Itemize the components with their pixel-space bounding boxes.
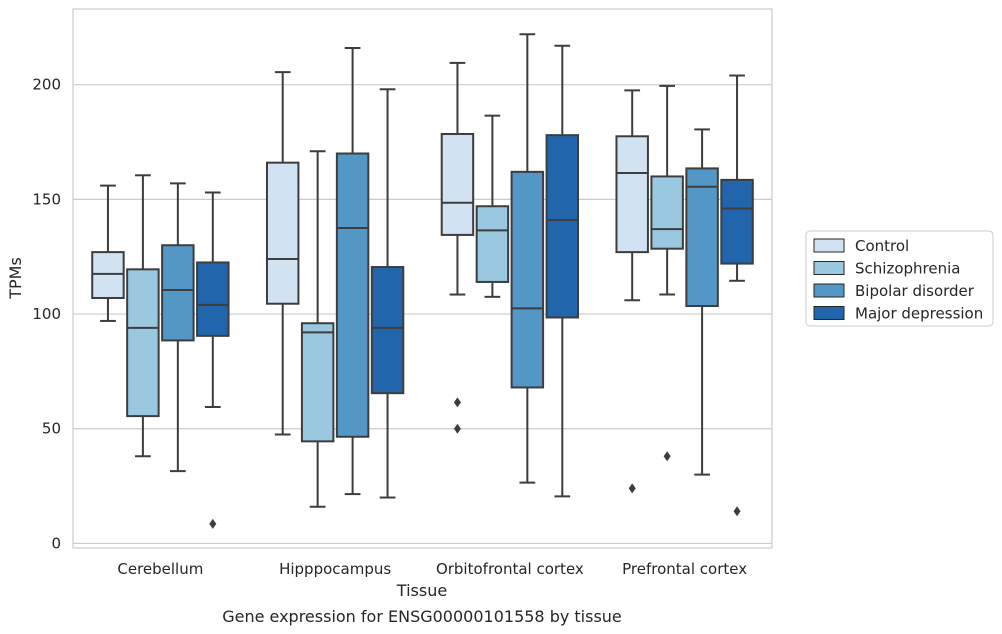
outlier-point [663, 451, 671, 462]
iqr-box [475, 205, 510, 283]
box-schizophrenia [126, 174, 160, 458]
iqr-box [510, 170, 545, 389]
iqr-box [335, 152, 370, 438]
box-control [91, 184, 125, 322]
y-tick-labels: 0 50 100 150 200 [32, 76, 61, 553]
legend-item: Major depression [813, 305, 983, 323]
legend-label: Bipolar disorder [855, 282, 975, 300]
box-bipolar-disorder [335, 46, 370, 496]
legend-swatch [813, 306, 845, 320]
legend-label: Major depression [855, 305, 983, 323]
x-tick-label: Orbitofrontal cortex [436, 560, 584, 578]
y-tick-label: 50 [42, 420, 61, 438]
box-control [265, 71, 300, 436]
x-tick-labels: Cerebellum Hipppocampus Orbitofrontal cort… [117, 560, 747, 578]
box-major-depression [196, 191, 230, 529]
iqr-box [720, 178, 754, 265]
x-tick-label: Hipppocampus [279, 560, 391, 578]
box-schizophrenia [300, 150, 335, 508]
iqr-box [615, 135, 649, 254]
iqr-box [126, 268, 160, 418]
outlier-point [453, 397, 461, 408]
legend-item: Control [813, 237, 909, 255]
iqr-box [685, 167, 719, 308]
iqr-box [91, 251, 125, 299]
legend-swatch [813, 238, 845, 253]
iqr-box [440, 133, 475, 236]
legend-label: Control [855, 237, 909, 255]
box-schizophrenia [475, 114, 510, 298]
legend-label: Schizophrenia [855, 260, 960, 278]
plot-frame [72, 8, 773, 549]
iqr-box [545, 134, 580, 319]
y-tick-label: 0 [51, 534, 61, 552]
box-major-depression [370, 88, 405, 499]
legend-item: Schizophrenia [813, 260, 960, 278]
box-control [440, 61, 475, 434]
x-axis-label: Tissue [396, 581, 447, 600]
box-major-depression [720, 74, 754, 517]
iqr-box [650, 175, 684, 250]
iqr-box [265, 161, 300, 305]
legend-frame [805, 230, 994, 327]
iqr-box [196, 261, 230, 337]
iqr-box [370, 266, 405, 395]
y-axis-label: TPMs [6, 257, 25, 300]
legend-swatch [813, 283, 845, 298]
box-bipolar-disorder [685, 128, 719, 476]
box-bipolar-disorder [510, 33, 545, 484]
iqr-box [161, 244, 195, 342]
iqr-box [300, 322, 335, 443]
outlier-point [628, 483, 636, 494]
box-schizophrenia [650, 84, 684, 462]
legend-item: Bipolar disorder [813, 282, 975, 300]
y-tick-label: 200 [32, 76, 61, 94]
y-tick-label: 100 [32, 305, 61, 323]
box-major-depression [545, 44, 580, 498]
outlier-point [209, 518, 217, 529]
box-control [615, 89, 649, 494]
box-groups [91, 33, 754, 529]
outlier-point [453, 423, 461, 434]
y-tick-label: 150 [32, 190, 61, 208]
legend: Control Schizophrenia Bipolar disorder Majo… [805, 230, 994, 327]
outlier-point [733, 506, 741, 517]
chart-caption: Gene expression for ENSG00000101558 by t… [222, 607, 622, 626]
x-tick-label: Prefrontal cortex [622, 560, 747, 578]
legend-swatch [813, 261, 845, 275]
box-bipolar-disorder [161, 182, 195, 473]
x-tick-label: Cerebellum [117, 560, 203, 578]
